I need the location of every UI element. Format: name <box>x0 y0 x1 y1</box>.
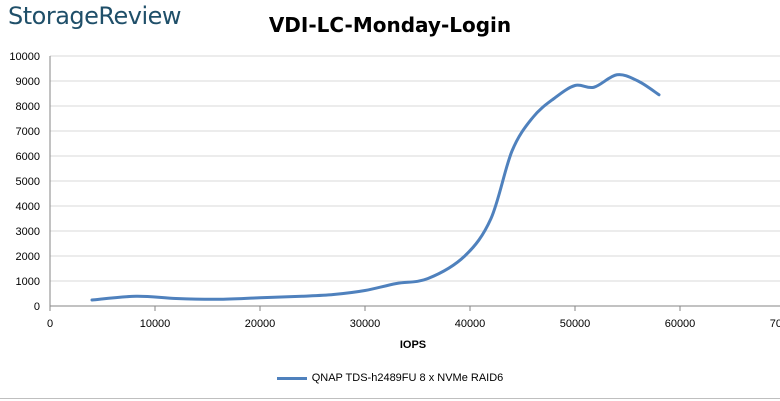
y-tick-label: 10000 <box>9 51 40 63</box>
x-tick-label: 0 <box>47 318 53 330</box>
bottom-divider <box>0 398 780 399</box>
y-tick-label: 4000 <box>16 201 40 213</box>
chart-title: VDI-LC-Monday-Login <box>268 13 512 37</box>
legend-swatch <box>276 376 307 380</box>
legend-label: QNAP TDS-h2489FU 8 x NVMe RAID6 <box>311 372 504 384</box>
y-tick-label: 9000 <box>16 76 40 88</box>
x-tick-label: 70000 <box>770 318 780 330</box>
x-tick-label: 60000 <box>665 318 696 330</box>
y-tick-label: 3000 <box>16 226 40 238</box>
x-tick-label: 10000 <box>140 318 171 330</box>
storagereview-logo: StorageReview <box>8 2 182 30</box>
x-tick-label: 50000 <box>560 318 591 330</box>
y-tick-label: 8000 <box>16 101 40 113</box>
y-tick-label: 0 <box>34 301 40 313</box>
legend: QNAP TDS-h2489FU 8 x NVMe RAID6 <box>0 372 780 384</box>
axes <box>49 56 780 311</box>
y-tick-label: 7000 <box>16 126 40 138</box>
y-tick-labels: 0 1000 2000 3000 4000 5000 6000 7000 8000 9000 100… <box>9 51 40 313</box>
y-tick-label: 2000 <box>16 251 40 263</box>
gridlines <box>50 55 780 282</box>
x-tick-label: 30000 <box>350 318 381 330</box>
y-tick-label: 5000 <box>16 176 40 188</box>
x-axis-label: IOPS <box>400 339 426 351</box>
x-tick-label: 40000 <box>455 318 486 330</box>
x-tick-label: 20000 <box>245 318 276 330</box>
series-line <box>90 73 661 302</box>
x-tick-labels: 0 10000 20000 30000 40000 50000 60000 70000 <box>47 318 780 330</box>
y-tick-label: 6000 <box>16 151 40 163</box>
y-tick-label: 1000 <box>16 276 40 288</box>
series-group <box>90 73 661 302</box>
